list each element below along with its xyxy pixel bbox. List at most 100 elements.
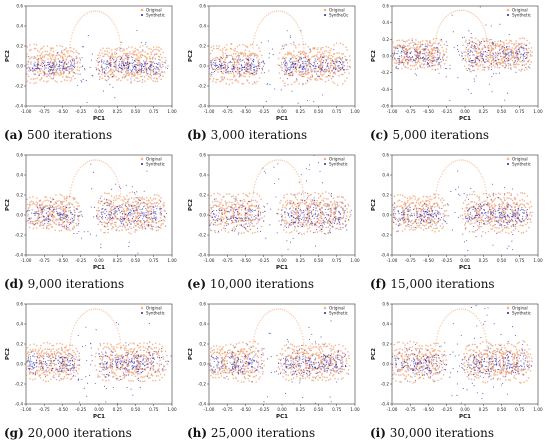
synthetic-point	[449, 65, 450, 66]
original-point	[316, 61, 317, 62]
original-point	[30, 223, 31, 224]
original-point	[464, 66, 465, 67]
synthetic-point	[426, 46, 427, 47]
original-point	[249, 72, 250, 73]
x-tick-label: 0.75	[149, 258, 159, 263]
synthetic-point	[149, 66, 150, 67]
original-point	[463, 10, 464, 11]
synthetic-point	[150, 65, 151, 66]
synthetic-point	[420, 66, 421, 67]
synthetic-point	[526, 54, 527, 55]
original-point	[320, 73, 321, 74]
synthetic-point	[70, 210, 71, 211]
synthetic-point	[125, 76, 126, 77]
synthetic-point	[418, 56, 419, 57]
synthetic-point	[29, 210, 30, 211]
original-point	[326, 227, 327, 228]
synthetic-point	[81, 57, 82, 58]
original-point	[224, 212, 225, 213]
original-point	[299, 57, 300, 58]
synthetic-point	[508, 53, 509, 54]
original-point	[449, 13, 450, 14]
synthetic-point	[486, 59, 487, 60]
original-point	[213, 205, 214, 206]
synthetic-point	[399, 45, 400, 46]
synthetic-point	[472, 54, 473, 55]
original-point	[309, 210, 310, 211]
original-point	[299, 52, 300, 53]
original-point	[495, 48, 496, 49]
original-point	[465, 52, 466, 53]
original-point	[496, 62, 497, 63]
synthetic-point	[237, 60, 238, 61]
original-point	[48, 59, 49, 60]
original-point	[439, 55, 440, 56]
original-point	[118, 32, 119, 33]
synthetic-point	[53, 63, 54, 64]
original-point	[292, 73, 293, 74]
original-point	[399, 40, 400, 41]
original-point	[236, 222, 237, 223]
original-point	[145, 67, 146, 68]
synthetic-point	[464, 37, 465, 38]
original-point	[100, 203, 101, 204]
synthetic-point	[332, 76, 333, 77]
original-point	[512, 47, 513, 48]
original-point	[207, 62, 208, 63]
original-point	[65, 198, 66, 199]
original-point	[238, 215, 239, 216]
synthetic-point	[424, 58, 425, 59]
original-point	[165, 60, 166, 61]
original-point	[135, 201, 136, 202]
synthetic-point	[302, 68, 303, 69]
original-point	[325, 77, 326, 78]
original-point	[216, 57, 217, 58]
original-point	[140, 222, 141, 223]
original-point	[124, 67, 125, 68]
synthetic-point	[338, 67, 339, 68]
original-point	[296, 220, 297, 221]
original-point	[165, 217, 166, 218]
synthetic-point	[226, 55, 227, 56]
synthetic-point	[299, 58, 300, 59]
synthetic-point	[161, 208, 162, 209]
original-point	[306, 68, 307, 69]
synthetic-point	[129, 57, 130, 58]
original-point	[392, 42, 393, 43]
original-point	[244, 76, 245, 77]
synthetic-point	[211, 72, 212, 73]
original-point	[234, 64, 235, 65]
original-point	[238, 204, 239, 205]
synthetic-point	[166, 213, 167, 214]
original-point	[102, 218, 103, 219]
original-point	[301, 35, 302, 36]
original-point	[487, 52, 488, 53]
synthetic-point	[274, 88, 275, 89]
original-point	[322, 226, 323, 227]
synthetic-point	[107, 219, 108, 220]
synthetic-point	[472, 66, 473, 67]
original-point	[226, 73, 227, 74]
original-point	[48, 214, 49, 215]
original-point	[292, 210, 293, 211]
original-point	[127, 79, 128, 80]
synthetic-point	[157, 64, 158, 65]
synthetic-point	[284, 58, 285, 59]
synthetic-point	[52, 211, 53, 212]
original-point	[140, 70, 141, 71]
original-point	[36, 206, 37, 207]
panel-caption-text: 5,000 iterations	[393, 128, 490, 142]
original-point	[286, 12, 287, 13]
original-point	[108, 193, 109, 194]
synthetic-point	[269, 53, 270, 54]
synthetic-point	[235, 71, 236, 72]
original-point	[332, 71, 333, 72]
original-point	[129, 62, 130, 63]
original-point	[249, 193, 250, 194]
original-point	[266, 15, 267, 16]
original-point	[320, 195, 321, 196]
synthetic-point	[145, 212, 146, 213]
original-point	[212, 50, 213, 51]
original-point	[142, 198, 143, 199]
original-point	[74, 59, 75, 60]
